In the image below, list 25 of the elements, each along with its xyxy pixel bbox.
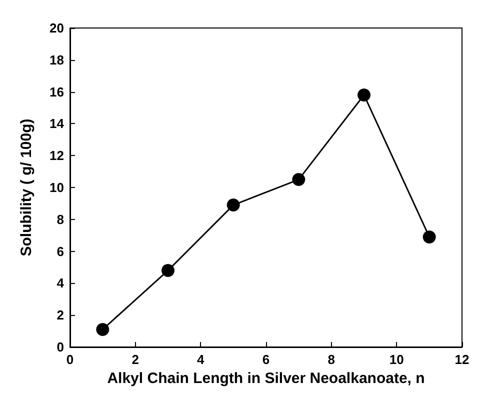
y-tick-label: 10 <box>50 180 64 195</box>
y-tick-label: 2 <box>56 308 64 323</box>
point <box>358 88 370 102</box>
y-tick-label: 6 <box>56 244 64 259</box>
y-tick-label: 16 <box>50 84 64 100</box>
x-tick-label: 10 <box>389 352 404 367</box>
x-axis-title: Alkyl Chain Length in Silver Neoalkanoate, n <box>107 370 425 387</box>
y-tick-label: 18 <box>50 52 64 68</box>
point <box>162 264 174 277</box>
y-tick-label: 14 <box>50 116 65 132</box>
y-tick-label: 4 <box>56 276 65 291</box>
y-tick-label: 20 <box>50 20 64 36</box>
point <box>292 173 306 186</box>
y-tick-label: 12 <box>50 148 64 164</box>
x-tick-label: 12 <box>454 352 470 367</box>
x-tick-label: 6 <box>262 352 270 367</box>
point <box>226 198 240 212</box>
point <box>96 322 110 336</box>
y-tick-label: 8 <box>56 212 64 227</box>
x-tick-label: 4 <box>197 352 206 367</box>
point <box>422 230 436 244</box>
x-tick-label: 8 <box>328 352 335 367</box>
y-axis-title: Solubility ( g/ 100g) <box>18 118 35 256</box>
y-tick-label: 0 <box>56 340 64 354</box>
x-tick-label: 2 <box>132 352 139 367</box>
